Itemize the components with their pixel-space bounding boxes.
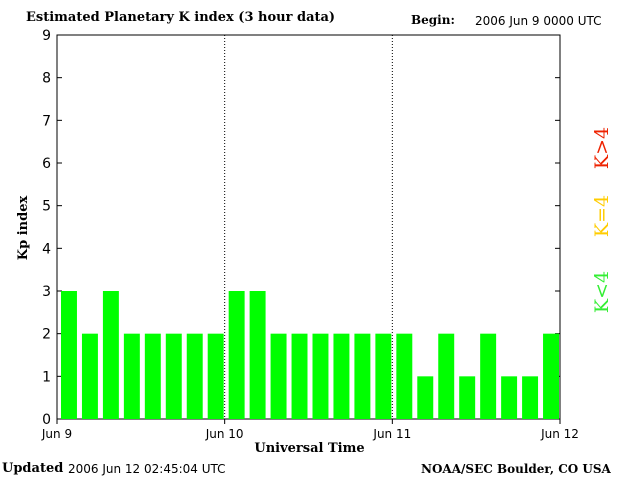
y-tick-label: 7 <box>42 113 51 129</box>
y-tick-label: 0 <box>42 412 51 428</box>
bar <box>543 333 559 419</box>
begin-value: 2006 Jun 9 0000 UTC <box>475 14 602 28</box>
plot-frame <box>56 34 561 420</box>
x-tick-label: Jun 10 <box>205 427 244 441</box>
y-tick-label: 6 <box>42 156 51 172</box>
y-tick-label: 1 <box>42 369 51 385</box>
y-tick-label: 2 <box>42 327 51 343</box>
bar <box>396 333 413 419</box>
chart-title: Estimated Planetary K index (3 hour data… <box>26 10 336 25</box>
x-tick-label: Jun 9 <box>41 427 72 441</box>
legend-item: K>4 <box>591 127 613 169</box>
updated-label: Updated <box>2 461 64 476</box>
bar <box>144 333 161 419</box>
bar <box>501 376 518 419</box>
bar <box>291 333 308 419</box>
y-axis-title: Kp index <box>16 196 31 261</box>
x-axis-title: Universal Time <box>254 441 364 456</box>
bar <box>354 333 371 419</box>
bar <box>123 333 140 419</box>
bar <box>522 376 539 419</box>
bar <box>459 376 476 419</box>
x-tick-label: Jun 12 <box>540 427 579 441</box>
bar <box>81 333 98 419</box>
y-tick-label: 4 <box>42 241 51 257</box>
bar <box>417 376 434 419</box>
credit-line: NOAA/SEC Boulder, CO USA <box>421 462 611 476</box>
y-tick-label: 9 <box>42 28 51 44</box>
bar <box>249 291 266 419</box>
bar <box>228 291 245 419</box>
y-tick-label: 3 <box>42 284 51 300</box>
bar <box>312 333 329 419</box>
x-tick-label: Jun 11 <box>372 427 411 441</box>
begin-label: Begin: <box>411 13 455 27</box>
bar <box>270 333 287 419</box>
bar <box>61 291 77 419</box>
bar <box>186 333 203 419</box>
bar <box>438 333 455 419</box>
updated-value: 2006 Jun 12 02:45:04 UTC <box>68 462 226 476</box>
bar <box>333 333 350 419</box>
legend-item: K=4 <box>591 195 613 237</box>
bar <box>165 333 182 419</box>
bar <box>375 333 392 419</box>
y-tick-label: 5 <box>42 199 51 215</box>
bar <box>480 333 497 419</box>
bar <box>102 291 119 419</box>
bar <box>207 333 224 419</box>
y-tick-label: 8 <box>42 71 51 87</box>
legend-item: K<4 <box>591 271 613 313</box>
